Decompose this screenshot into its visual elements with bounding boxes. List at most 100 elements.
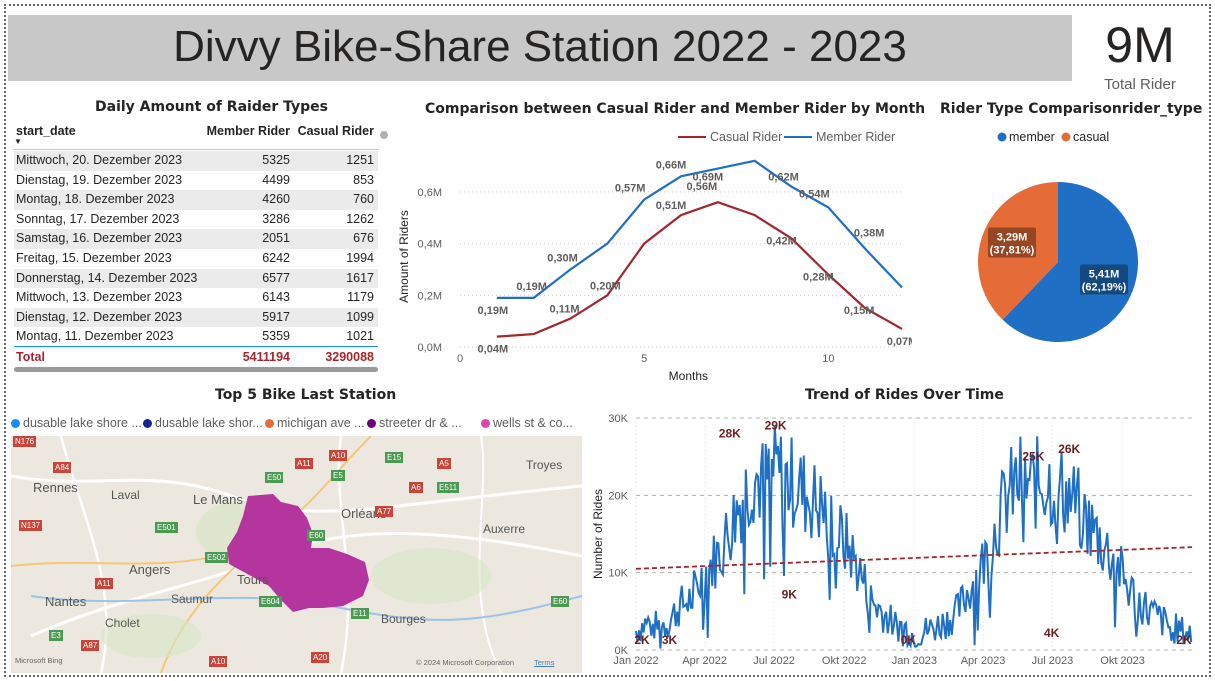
data-label: 0,20M xyxy=(590,280,621,292)
table-row[interactable]: Montag, 18. Dezember 2023 4260 760 xyxy=(14,190,378,210)
road-shield: A10 xyxy=(209,656,228,667)
table-row[interactable]: Dienstag, 19. Dezember 2023 4499 853 xyxy=(14,171,378,191)
sort-desc-icon[interactable]: ▼ xyxy=(14,137,22,146)
total-row: Total 5411194 3290088 xyxy=(14,348,378,366)
table-row[interactable]: Montag, 11. Dezember 2023 5359 1021 xyxy=(14,327,378,347)
road-shield: A11 xyxy=(95,578,113,589)
table-title: Daily Amount of Raider Types xyxy=(95,99,328,115)
map-legend-item[interactable]: wells st & co... xyxy=(481,416,573,430)
station-map[interactable]: Rennes Laval Le Mans Orléans Troyes Auxerre An… xyxy=(11,436,582,673)
map-place-label: Saumur xyxy=(171,592,214,606)
x-tick-label: Apr 2023 xyxy=(961,655,1006,667)
road-shield: A11 xyxy=(295,458,313,469)
pie-slice-member xyxy=(1002,182,1138,342)
data-label: 0,69M xyxy=(693,172,724,184)
legend-dot xyxy=(143,419,152,428)
report-title: Divvy Bike-Share Station 2022 - 2023 xyxy=(173,22,907,71)
road-shield: E50 xyxy=(265,472,284,483)
cell-start-date: Mittwoch, 20. Dezember 2023 xyxy=(16,153,183,167)
legend-dot xyxy=(481,419,490,428)
legend-label-casual: Casual Rider xyxy=(710,130,782,144)
trend-chart-title: Trend of Rides Over Time xyxy=(805,387,1004,403)
data-label-value: 3,29M xyxy=(997,231,1028,243)
road-shield: A10 xyxy=(329,450,348,461)
map-place-label: Tours xyxy=(237,572,269,587)
legend-dot xyxy=(367,419,376,428)
data-label: 2K xyxy=(634,633,650,647)
x-tick-label: Jul 2023 xyxy=(1032,655,1074,667)
x-tick-label: 0 xyxy=(457,353,463,365)
y-tick-label: 30K xyxy=(608,413,628,425)
road-shield: A84 xyxy=(53,462,72,473)
member-series-line xyxy=(496,159,903,299)
data-label: 4K xyxy=(1044,626,1060,640)
legend-label-member: Member Rider xyxy=(816,130,895,144)
data-label: 0,42M xyxy=(766,235,797,247)
road-shield: E502 xyxy=(205,552,228,563)
cell-member: 5359 xyxy=(262,329,290,344)
data-label: 0,19M xyxy=(516,281,547,293)
y-tick-label: 0K xyxy=(615,645,629,657)
data-label: 0,66M xyxy=(656,159,687,171)
map-legend-item[interactable]: streeter dr & ... xyxy=(367,416,462,430)
daily-rider-table[interactable]: start_date ▼ Member Rider Casual Rider M… xyxy=(14,122,388,374)
horizontal-scrollbar[interactable] xyxy=(14,367,378,372)
map-legend-item[interactable]: dusable lake shore ... xyxy=(11,416,142,430)
road-shield: E60 xyxy=(551,596,570,607)
cell-start-date: Mittwoch, 13. Dezember 2023 xyxy=(16,290,183,305)
map-terms-link[interactable]: Terms xyxy=(534,658,555,667)
map-place-label: Angers xyxy=(129,562,171,577)
column-header-start-date[interactable]: start_date xyxy=(16,124,76,138)
road-shield: E5 xyxy=(331,470,345,481)
table-row[interactable]: Dienstag, 12. Dezember 2023 5917 1099 xyxy=(14,307,378,328)
data-label: 29K xyxy=(765,419,787,433)
road-shield: A87 xyxy=(81,640,100,651)
total-member: 5411194 xyxy=(242,350,290,364)
total-casual: 3290088 xyxy=(325,350,374,364)
vertical-scrollbar-thumb[interactable] xyxy=(380,131,388,139)
column-header-casual[interactable]: Casual Rider xyxy=(297,124,374,138)
cell-member: 5917 xyxy=(262,309,290,324)
x-axis-title: Months xyxy=(669,369,708,383)
y-tick-label: 0,6M xyxy=(418,187,442,199)
map-legend-item[interactable]: michigan ave ... xyxy=(265,416,365,430)
map-copyright: © 2024 Microsoft Corporation xyxy=(416,658,515,667)
cell-start-date: Sonntag, 17. Dezember 2023 xyxy=(16,211,180,226)
table-row[interactable]: Mittwoch, 20. Dezember 2023 5325 1251 xyxy=(14,151,378,171)
map-basemap xyxy=(11,436,582,673)
data-label-bg xyxy=(987,227,1036,258)
y-axis-title: Number of Rides xyxy=(591,489,605,579)
x-tick-label: Okt 2022 xyxy=(822,655,867,667)
legend-label-casual: casual xyxy=(1073,130,1109,144)
data-label: 2K xyxy=(1176,633,1192,647)
cell-casual: 1617 xyxy=(346,270,374,285)
table-row[interactable]: Sonntag, 17. Dezember 2023 3286 1262 xyxy=(14,210,378,230)
data-label: 0,19M xyxy=(478,305,509,317)
total-divider xyxy=(14,346,378,347)
data-label: 0,28M xyxy=(803,272,834,284)
x-tick-label: Jan 2023 xyxy=(892,655,937,667)
legend-label-member: member xyxy=(1009,130,1055,144)
legend-label: dusable lake shore ... xyxy=(23,416,142,430)
column-header-member[interactable]: Member Rider xyxy=(206,124,290,138)
road-shield: N176 xyxy=(13,436,37,447)
data-label: 0,57M xyxy=(615,183,646,195)
road-shield: A6 xyxy=(409,482,423,493)
table-row[interactable]: Mittwoch, 13. Dezember 2023 6143 1179 xyxy=(14,288,378,308)
map-place-label: Troyes xyxy=(526,458,563,472)
road-shield: E511 xyxy=(437,482,460,493)
road-shield: E15 xyxy=(385,452,404,463)
table-row[interactable]: Freitag, 15. Dezember 2023 6242 1994 xyxy=(14,249,378,269)
y-tick-label: 0,0M xyxy=(418,342,442,354)
header-divider xyxy=(14,149,378,150)
table-row[interactable]: Donnerstag, 14. Dezember 2023 6577 1617 xyxy=(14,268,378,289)
map-legend-item[interactable]: dusable lake shor... xyxy=(143,416,263,430)
table-row[interactable]: Samstag, 16. Dezember 2023 2051 676 xyxy=(14,229,378,250)
legend-label: michigan ave ... xyxy=(277,416,365,430)
x-tick-label: 5 xyxy=(641,353,647,365)
legend-label: streeter dr & ... xyxy=(379,416,462,430)
cell-start-date: Montag, 18. Dezember 2023 xyxy=(16,192,175,207)
cell-casual: 676 xyxy=(353,231,374,246)
total-label: Total xyxy=(16,350,45,364)
y-axis-title: Amount of Riders xyxy=(397,210,411,303)
